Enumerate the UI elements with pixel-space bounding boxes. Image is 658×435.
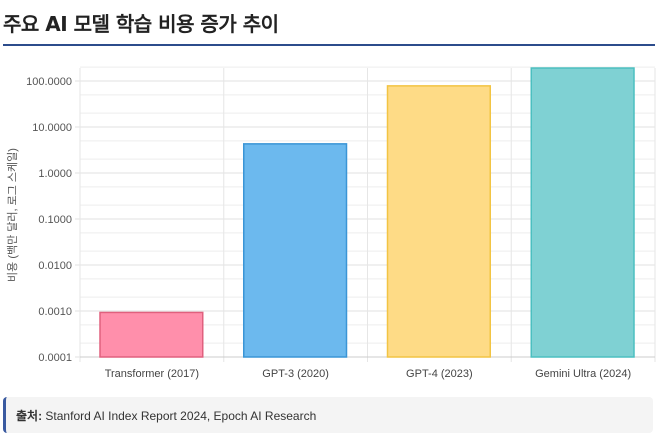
x-tick-label: Gemini Ultra (2024) — [535, 368, 631, 380]
bar-chart: 비용 (백만 달러, 로그 스케일) 0.0001 0.0010 0.0100 0.1… — [5, 66, 656, 380]
page-title: 주요 AI 모델 학습 비용 증가 추이 — [3, 12, 279, 36]
bar-3 — [530, 67, 635, 358]
x-tick-label: Transformer (2017) — [105, 368, 199, 380]
y-tick-label: 100.0000 — [26, 76, 72, 88]
y-tick-label: 0.0001 — [38, 352, 72, 364]
y-axis-label: 비용 (백만 달러, 로그 스케일) — [5, 148, 19, 282]
x-tick-label: GPT-3 (2020) — [262, 368, 329, 380]
bar-2 — [386, 85, 491, 358]
source-text: Stanford AI Index Report 2024, Epoch AI … — [45, 409, 317, 423]
source-note: 출처: Stanford AI Index Report 2024, Epoch… — [3, 397, 653, 433]
bar-1 — [243, 143, 348, 358]
x-tick-label: GPT-4 (2023) — [406, 368, 473, 380]
y-tick-label: 0.1000 — [38, 214, 72, 226]
y-tick-label: 0.0100 — [38, 260, 72, 272]
bar-0 — [99, 311, 204, 358]
source-label: 출처: — [16, 409, 43, 423]
title-divider — [3, 44, 655, 46]
y-tick-label: 0.0010 — [38, 306, 72, 318]
y-tick-label: 1.0000 — [38, 168, 72, 180]
y-tick-label: 10.0000 — [32, 122, 72, 134]
